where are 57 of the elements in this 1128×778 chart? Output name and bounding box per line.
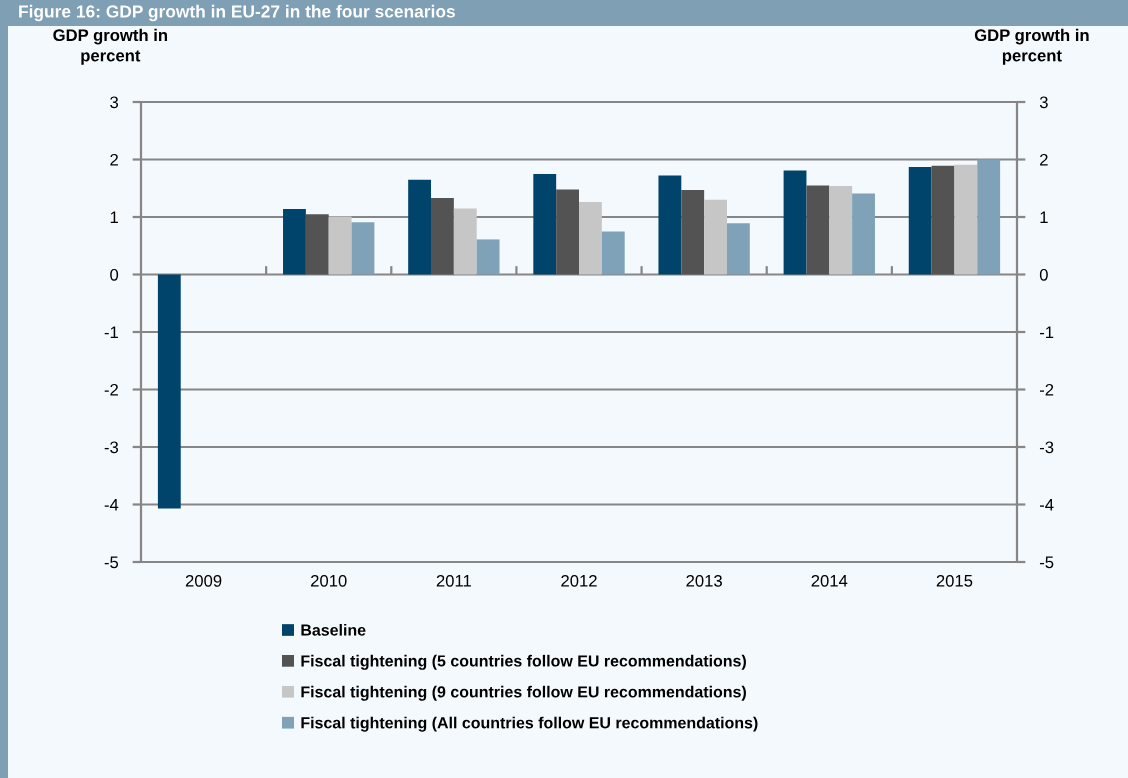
bar bbox=[556, 189, 579, 275]
bar bbox=[908, 166, 932, 275]
bar bbox=[829, 185, 853, 275]
x-tick-label: 2010 bbox=[311, 574, 347, 587]
y2-tick-label: 3 bbox=[1039, 96, 1048, 109]
bar bbox=[579, 202, 602, 275]
bar bbox=[601, 231, 625, 275]
y-tick-label: 0 bbox=[110, 268, 119, 281]
y-tick-label: -4 bbox=[104, 499, 119, 511]
bar bbox=[453, 208, 477, 275]
y-axis-title: GDP growth in percent bbox=[53, 28, 168, 65]
bar bbox=[476, 239, 500, 275]
bar bbox=[351, 222, 375, 275]
legend-label: Fiscal tightening (All countries follow EU recommendations) bbox=[301, 716, 758, 732]
y2-tick-label: -5 bbox=[1039, 556, 1054, 569]
x-tick-label: 2014 bbox=[811, 574, 848, 587]
y-tick-label: 3 bbox=[110, 96, 119, 109]
x-tick-label: 2013 bbox=[686, 574, 722, 587]
legend-label: Fiscal tightening (9 countries follow EU recommendations) bbox=[301, 685, 746, 701]
bar bbox=[977, 159, 1001, 275]
y-tick-label: -1 bbox=[104, 326, 118, 339]
y2-tick-label: -4 bbox=[1039, 499, 1054, 511]
bar bbox=[681, 189, 705, 275]
y-tick-label: -5 bbox=[104, 556, 119, 569]
bar bbox=[408, 179, 432, 275]
bar bbox=[533, 173, 557, 275]
y-tick-label: 1 bbox=[110, 211, 118, 224]
bar bbox=[328, 216, 352, 275]
bar bbox=[157, 274, 181, 509]
bar bbox=[283, 208, 306, 275]
bar bbox=[704, 199, 727, 275]
y2-tick-label: -3 bbox=[1039, 441, 1054, 454]
x-tick-label: 2011 bbox=[436, 574, 471, 587]
y2-tick-label: 1 bbox=[1040, 211, 1048, 224]
x-tick-label: 2009 bbox=[185, 574, 222, 587]
y2-axis-title: GDP growth in percent bbox=[974, 28, 1089, 65]
x-tick-label: 2015 bbox=[936, 574, 973, 587]
bar bbox=[852, 193, 875, 275]
y2-tick-label: 0 bbox=[1039, 268, 1048, 281]
x-tick-label: 2012 bbox=[561, 574, 597, 587]
bar bbox=[954, 164, 978, 275]
bar bbox=[305, 214, 329, 275]
bar bbox=[931, 165, 955, 275]
legend-label: Baseline bbox=[301, 624, 366, 636]
y-tick-label: -2 bbox=[104, 383, 118, 396]
y-tick-label: 2 bbox=[110, 153, 118, 166]
chart-title: Figure 16: GDP growth in EU-27 in the four scenarios bbox=[19, 4, 455, 22]
y2-tick-label: -1 bbox=[1039, 326, 1054, 339]
bar bbox=[726, 223, 750, 275]
bar bbox=[431, 198, 454, 275]
legend-label: Fiscal tightening (5 countries follow EU recommendations) bbox=[301, 654, 746, 670]
y2-tick-label: -2 bbox=[1039, 383, 1054, 396]
bar bbox=[783, 170, 807, 275]
bar bbox=[806, 185, 830, 275]
y-tick-label: -3 bbox=[104, 441, 119, 454]
y2-tick-label: 2 bbox=[1040, 153, 1048, 166]
bar bbox=[658, 175, 682, 275]
